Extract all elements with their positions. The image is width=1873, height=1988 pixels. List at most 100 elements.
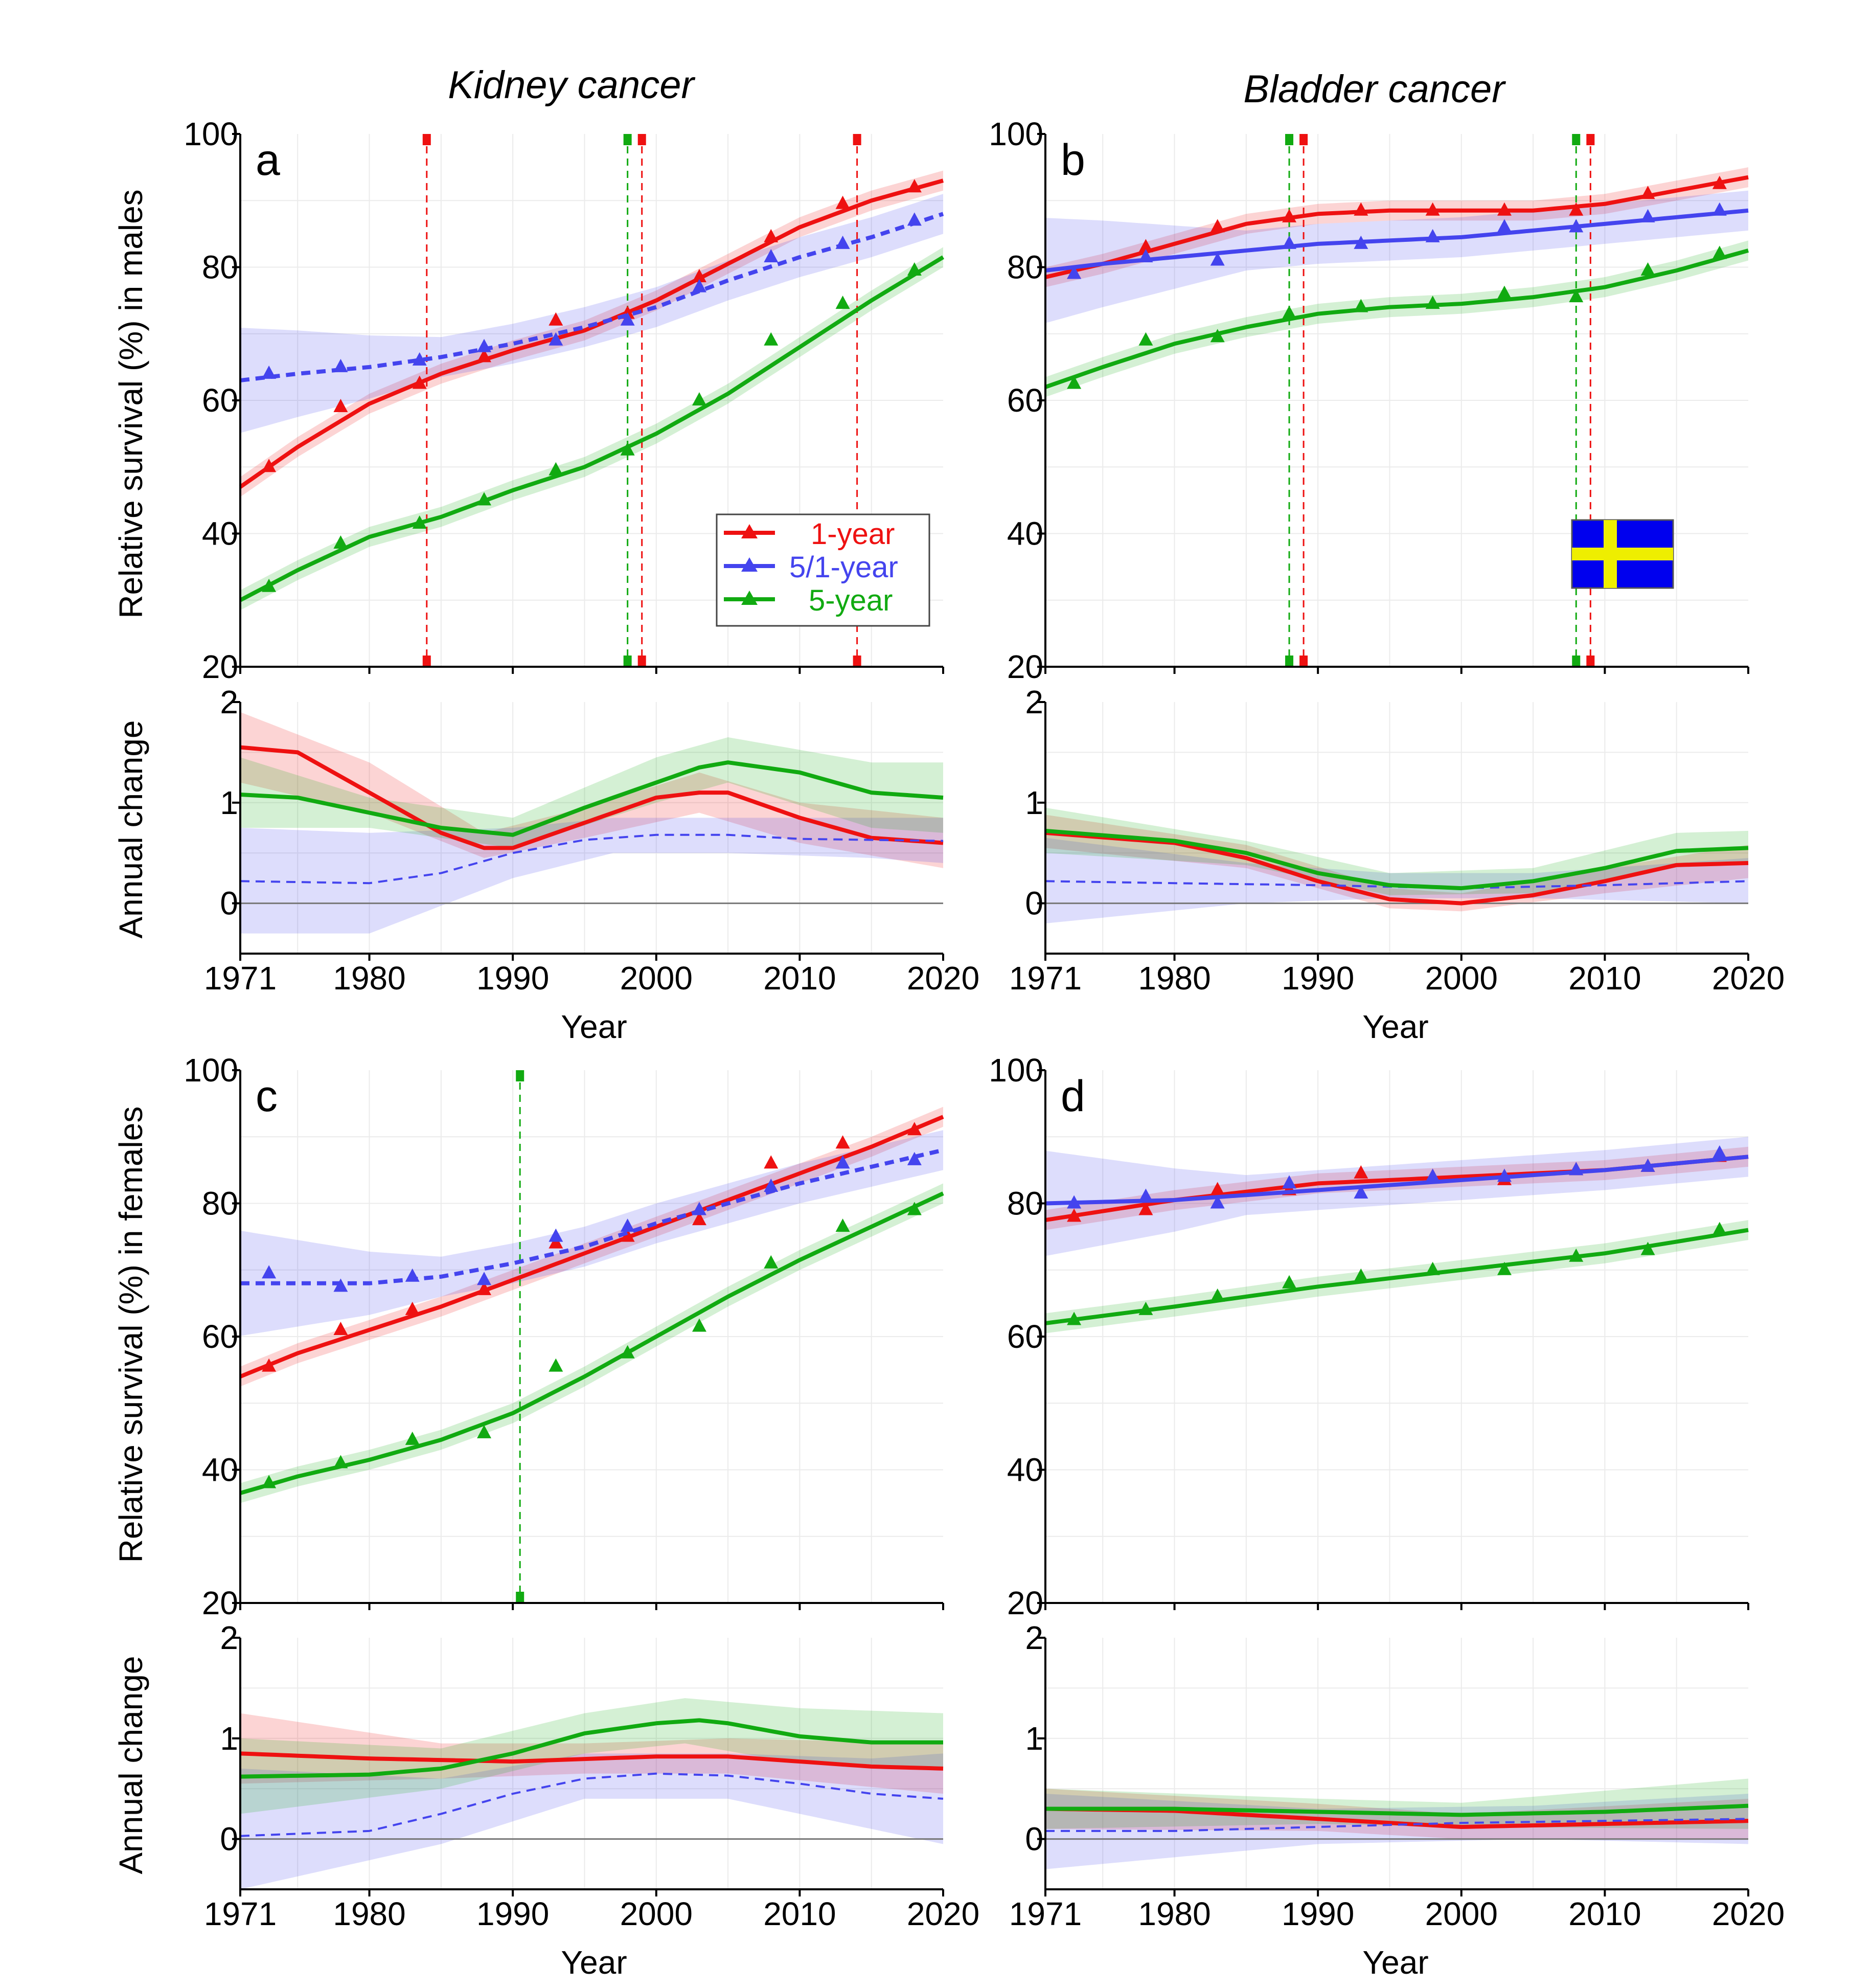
- data-point-5year: [262, 578, 277, 592]
- data-point-5year: [1210, 329, 1225, 343]
- y-tick-label: 20: [1007, 1585, 1043, 1621]
- ylabel-change-top: Annual change: [112, 720, 149, 938]
- y-tick-label: 2: [220, 684, 238, 720]
- x-tick-label: 1990: [476, 1895, 549, 1932]
- data-point-1year: [1497, 202, 1512, 216]
- data-point-1year: [620, 1228, 635, 1242]
- data-point-1year: [405, 1301, 420, 1315]
- confidence-band-5-1year: [240, 818, 943, 934]
- series-line-5year: [240, 1718, 943, 1779]
- data-point-5-1year: [692, 279, 706, 292]
- joinpoint-marker-bottom: [422, 656, 431, 667]
- data-point-5year: [1640, 1241, 1655, 1255]
- joinpoint-marker-bottom: [1572, 656, 1581, 667]
- legend-label-5-1year: 5/1-year: [789, 551, 898, 584]
- series-line-5-1year: [240, 833, 944, 885]
- series-line-5year: [1045, 1228, 1749, 1325]
- legend-marker-1year: [741, 524, 758, 538]
- joinpoint-marker-top: [1586, 134, 1595, 145]
- joinpoint-marker-bottom: [516, 1592, 524, 1603]
- x-tick-label: 2010: [1568, 960, 1641, 997]
- series-line-5year: [239, 255, 945, 602]
- data-point-5-1year: [1282, 1175, 1297, 1189]
- ylabel-females: Relative survival (%) in females: [112, 1106, 149, 1563]
- legend-marker-5year: [741, 591, 758, 605]
- x-tick-label: 2000: [620, 1895, 693, 1932]
- panel-b: 20 40 60 80 100 b: [989, 116, 1749, 685]
- data-point-1year: [1138, 239, 1153, 253]
- panels: 20406080100a20406080100b20406080100c2040…: [184, 116, 1785, 1932]
- y-tick-label: 40: [1007, 1452, 1043, 1488]
- series-line-5year: [239, 1191, 944, 1495]
- data-point-5year: [1425, 1261, 1440, 1275]
- data-point-5-1year: [1497, 219, 1512, 233]
- data-point-5-1year: [1354, 235, 1368, 249]
- y-tick-label: 2: [1025, 1619, 1043, 1656]
- panel-letter: b: [1061, 135, 1085, 185]
- data-point-5year: [1569, 289, 1584, 303]
- y-tick-label: 40: [1007, 515, 1043, 552]
- data-point-5year: [620, 1345, 635, 1359]
- data-point-5year: [764, 332, 779, 346]
- data-point-5-1year: [405, 1268, 420, 1282]
- data-point-5year: [620, 442, 635, 456]
- data-point-5-1year: [907, 1151, 922, 1165]
- confidence-band-5year: [240, 247, 943, 611]
- data-point-5year: [1640, 262, 1655, 276]
- data-point-5year: [1712, 1222, 1727, 1235]
- data-point-5year: [1425, 296, 1440, 309]
- col-title-kidney: Kidney cancer: [448, 63, 695, 107]
- series-line-5-1year: [240, 212, 944, 382]
- data-point-1year: [1425, 202, 1440, 216]
- y-tick-label: 40: [202, 515, 238, 552]
- xlabel-d: Year: [1362, 1944, 1428, 1981]
- joinpoint-marker-top: [1299, 134, 1308, 145]
- xlabel-a: Year: [561, 1008, 627, 1045]
- data-point-1year: [1210, 219, 1225, 233]
- panel-letter: a: [256, 135, 280, 185]
- confidence-band-5-1year: [240, 1130, 943, 1336]
- y-tick-label: 60: [1007, 382, 1043, 419]
- data-point-5year: [835, 1218, 850, 1232]
- data-point-5-1year: [1210, 252, 1225, 266]
- data-point-5-1year: [835, 235, 850, 249]
- flag-cross-horizontal: [1572, 548, 1673, 560]
- y-tick-label: 60: [202, 382, 238, 419]
- data-point-1year: [1569, 202, 1584, 216]
- panel-a: 20 40 60 80 100 a: [184, 116, 945, 685]
- data-point-5year: [1138, 1301, 1153, 1315]
- data-point-5year: [907, 262, 922, 276]
- y-tick-label: 0: [1025, 885, 1043, 922]
- data-point-5year: [1138, 332, 1153, 346]
- series-line-5year: [240, 760, 944, 837]
- data-point-1year: [764, 1155, 779, 1169]
- panel-c-change: 0 1 2 1971 1980 1990 2000 2010 2020: [204, 1619, 979, 1932]
- joinpoint-marker-top: [516, 1070, 524, 1081]
- data-point-5-1year: [1569, 1162, 1584, 1176]
- data-point-5-1year: [1138, 1188, 1153, 1202]
- data-point-5-1year: [835, 1155, 850, 1169]
- panel-d: 20 40 60 80 100 d: [989, 1052, 1749, 1621]
- data-point-1year: [692, 269, 706, 283]
- data-point-5year: [1497, 1261, 1512, 1275]
- joinpoint-marker-top: [1285, 134, 1294, 145]
- confidence-band-5-1year: [1045, 1137, 1748, 1256]
- data-point-5-1year: [1712, 202, 1727, 216]
- panel-d-change: 0 1 2 1971 1980 1990 2000 2010 2020: [1009, 1619, 1785, 1932]
- data-point-5year: [1712, 245, 1727, 259]
- data-point-5year: [1569, 1248, 1584, 1262]
- data-point-1year: [835, 1135, 850, 1149]
- data-point-1year: [477, 349, 492, 363]
- series-line-5year: [1045, 1803, 1749, 1817]
- data-point-1year: [692, 1212, 706, 1226]
- data-point-5year: [1067, 1312, 1082, 1325]
- series-line-5-1year: [1045, 208, 1749, 273]
- series-line-5-1year: [1045, 1818, 1749, 1832]
- data-point-5year: [477, 1425, 492, 1438]
- data-point-1year: [262, 459, 277, 472]
- data-point-5year: [412, 515, 427, 529]
- joinpoint-marker-bottom: [637, 656, 646, 667]
- data-point-5year: [549, 1358, 563, 1372]
- data-point-5year: [1282, 305, 1297, 319]
- data-point-1year: [549, 1235, 563, 1249]
